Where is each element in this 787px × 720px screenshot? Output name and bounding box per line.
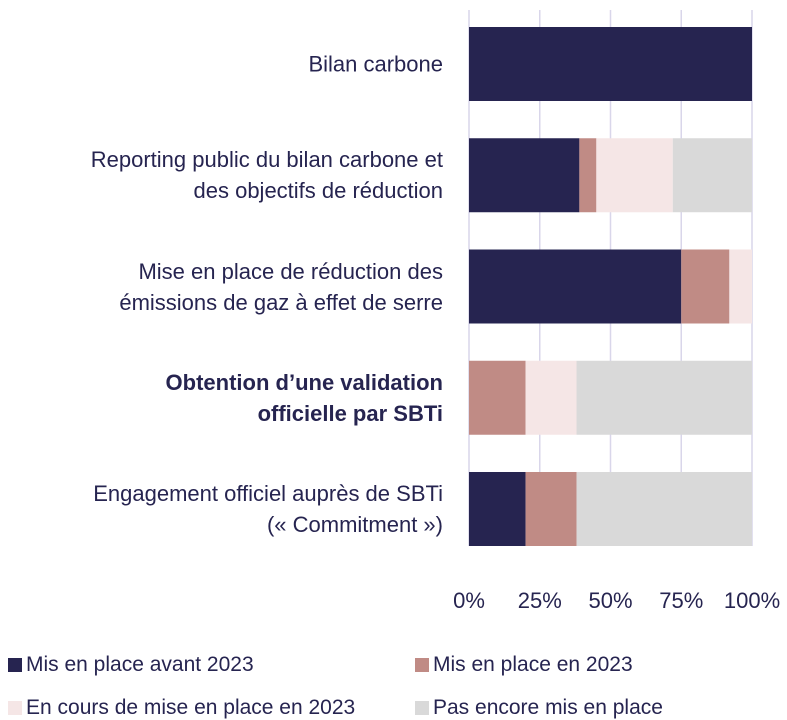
x-tick-label: 100% <box>724 588 780 613</box>
legend-item: Mis en place en 2023 <box>415 653 633 677</box>
bar-segment <box>525 472 577 546</box>
legend-swatch <box>8 701 22 715</box>
bar-segment <box>576 472 752 546</box>
bar-segment <box>729 249 752 324</box>
bar-segment <box>525 360 577 435</box>
bar-segment <box>469 249 682 324</box>
legend-item: En cours de mise en place en 2023 <box>8 696 355 720</box>
legend-swatch <box>8 658 22 672</box>
legend-label: Mis en place avant 2023 <box>26 653 254 676</box>
bar-segment <box>579 138 597 213</box>
category-label: Bilan carbone <box>308 51 443 77</box>
x-tick-label: 25% <box>518 588 562 613</box>
x-tick-label: 0% <box>453 588 485 613</box>
bar-segment <box>469 360 526 435</box>
bar-segment <box>672 138 752 213</box>
legend-swatch <box>415 658 429 672</box>
legend-item: Mis en place avant 2023 <box>8 653 254 677</box>
legend-label: Pas encore mis en place <box>433 696 663 719</box>
bar-segment <box>681 249 730 324</box>
legend-label: En cours de mise en place en 2023 <box>26 696 356 719</box>
bar-segment <box>596 138 673 213</box>
bar-segment <box>469 472 526 546</box>
x-tick-label: 50% <box>588 588 632 613</box>
bar-segment <box>469 138 580 213</box>
legend-item: Pas encore mis en place <box>415 696 663 720</box>
bar-segment <box>576 360 752 435</box>
legend-label: Mis en place en 2023 <box>433 653 633 676</box>
bar-segment <box>469 27 752 101</box>
category-label: Reporting public du bilan carbone et des… <box>90 147 443 204</box>
x-tick-label: 75% <box>659 588 703 613</box>
category-label: Obtention d’une validation officielle pa… <box>165 369 443 426</box>
category-label: Mise en place de réduction des émissions… <box>119 258 443 315</box>
category-label: Engagement officiel auprès de SBTi (« Co… <box>93 481 443 537</box>
legend-swatch <box>415 701 429 715</box>
